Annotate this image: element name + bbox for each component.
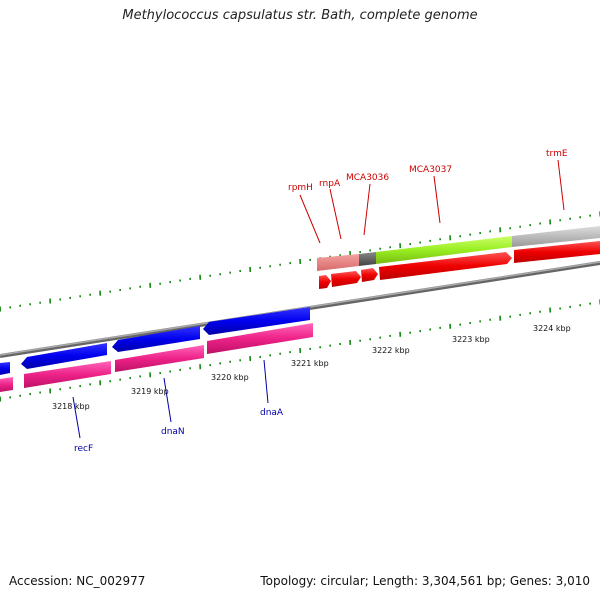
cds-arrow — [203, 307, 310, 335]
cds-arrow — [319, 275, 331, 289]
feature-MCA3037-block — [376, 236, 512, 264]
cds-arrow — [514, 241, 600, 263]
feature-trmE-block — [512, 226, 600, 247]
gene-label-dnaN: dnaN — [161, 427, 185, 437]
accession-text: Accession: NC_002977 — [9, 574, 146, 588]
upper-tick-row — [0, 211, 600, 312]
topology-text: Topology: circular; Length: 3,304,561 bp… — [260, 574, 590, 588]
reverse-cds-track — [0, 307, 310, 375]
gene-label-rpmH: rpmH — [288, 183, 313, 193]
gene-label-recF: recF — [74, 444, 93, 454]
gene-label-MCA3036: MCA3036 — [346, 173, 389, 183]
forward-cds-track — [319, 241, 600, 289]
top-feature-track — [317, 226, 600, 271]
kbp-label-3224: 3224 kbp — [533, 324, 571, 333]
gene-label-trmE: trmE — [546, 149, 568, 159]
kbp-label-3219: 3219 kbp — [131, 387, 169, 396]
kbp-label-3221: 3221 kbp — [291, 359, 329, 368]
kbp-label-3220: 3220 kbp — [211, 373, 249, 382]
cds-arrow — [112, 326, 200, 352]
cds-arrow — [0, 362, 10, 375]
gene-label-MCA3037: MCA3037 — [409, 165, 452, 175]
kbp-label-3218: 3218 kbp — [52, 402, 90, 411]
feature-block — [115, 345, 204, 372]
feature-block — [24, 361, 111, 388]
gene-label-dnaA: dnaA — [260, 408, 284, 418]
gene-label-rnpA: rnpA — [319, 179, 341, 189]
bottom-label-leaders — [72, 359, 269, 439]
top-label-leaders — [299, 159, 565, 244]
feature-block — [0, 377, 13, 392]
feature-rpmH-block — [317, 254, 359, 271]
bottom-gene-labels: recF dnaN dnaA — [74, 408, 284, 454]
cds-arrow — [331, 271, 361, 287]
cds-arrow — [379, 252, 512, 280]
cds-arrow — [21, 343, 107, 369]
kbp-scale-labels: 3218 kbp 3219 kbp 3220 kbp 3221 kbp 3222… — [52, 324, 571, 411]
cds-arrow — [361, 268, 378, 282]
kbp-label-3222: 3222 kbp — [372, 346, 410, 355]
lower-tick-row — [0, 299, 600, 402]
feature-block — [207, 323, 313, 354]
kbp-label-3223: 3223 kbp — [452, 335, 490, 344]
secondary-feature-track — [0, 323, 313, 392]
map-title: Methylococcus capsulatus str. Bath, comp… — [122, 8, 478, 23]
feature-rnpA-block — [359, 252, 376, 266]
top-gene-labels: rpmH rnpA MCA3036 MCA3037 trmE — [288, 149, 568, 193]
